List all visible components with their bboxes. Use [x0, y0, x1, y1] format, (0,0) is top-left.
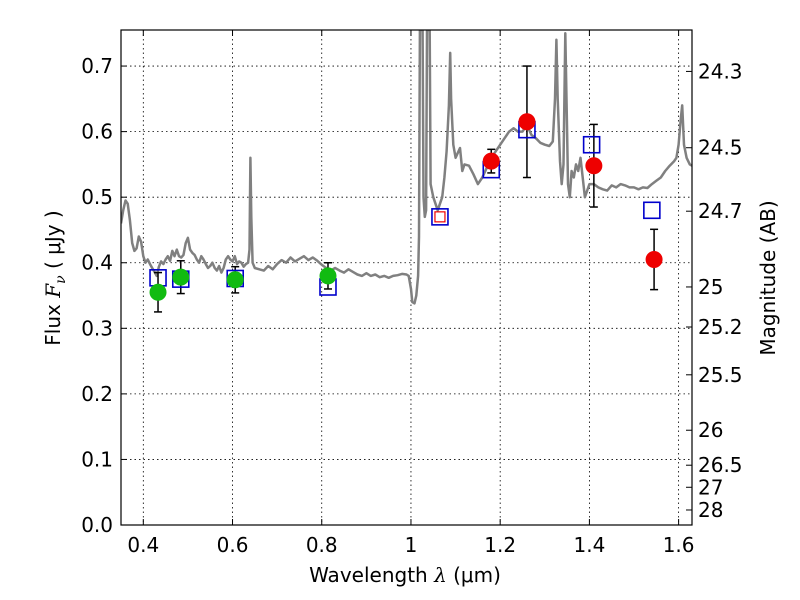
observed-photometry-point [226, 271, 244, 289]
model-sed-line [121, 30, 692, 305]
y2-tick-label: 25.5 [698, 363, 743, 387]
observed-photometry-point [585, 157, 603, 175]
x-tick-label: 0.6 [217, 533, 249, 557]
x-tick-label: 0.8 [306, 533, 338, 557]
observed-photometry-point [518, 113, 536, 131]
synthetic-photometry-square [582, 135, 601, 154]
y2-tick-label: 24.5 [698, 136, 743, 160]
y-tick-label: 0.2 [81, 382, 113, 406]
x-tick-label: 1.4 [573, 533, 605, 557]
undetected-photometry-point [434, 211, 446, 223]
observed-photometry-point [149, 283, 167, 301]
y-tick-label: 0.4 [81, 251, 113, 275]
y2-tick-label: 26 [698, 418, 723, 442]
synthetic-photometry-square [643, 201, 661, 220]
observed-photometry-point [645, 250, 663, 268]
observed-photometry-point [482, 152, 500, 170]
x-axis: 0.4 0.6 0.8 1 1.2 1.4 1.6 [127, 30, 695, 557]
y2-tick-label: 27 [698, 475, 723, 499]
y2-tick-label: 28 [698, 498, 723, 522]
y2-tick-label: 25 [698, 275, 723, 299]
y-axis-label: Flux Fν ( μJy ) [41, 210, 69, 345]
y2-tick-label: 24.7 [698, 199, 743, 223]
y-tick-label: 0.1 [81, 447, 113, 471]
synthetic-photometry-square [431, 208, 449, 226]
y-tick-label: 0.0 [81, 513, 113, 537]
y-tick-label: 0.6 [81, 120, 113, 144]
y-axis: 0.0 0.1 0.2 0.3 0.4 0.5 0.6 0.7 [81, 54, 127, 537]
x-tick-label: 1.6 [663, 533, 695, 557]
y-tick-label: 0.3 [81, 316, 113, 340]
x-tick-label: 1.2 [484, 533, 516, 557]
y-tick-label: 0.7 [81, 54, 113, 78]
plot-frame [120, 29, 693, 526]
x-axis-label: Wavelength λ (μm) [309, 563, 501, 587]
plot-area [121, 30, 692, 313]
observed-photometry-point [319, 267, 337, 285]
observed-photometry-point [172, 268, 190, 286]
y2-tick-label: 24.3 [698, 59, 743, 83]
x-tick-label: 0.4 [127, 533, 159, 557]
y-tick-label: 0.5 [81, 185, 113, 209]
y2-tick-label: 25.2 [698, 315, 743, 339]
x-tick-label: 1 [405, 533, 418, 557]
y2-tick-label: 26.5 [698, 453, 743, 477]
y2-axis-label: Magnitude (AB) [756, 200, 780, 355]
